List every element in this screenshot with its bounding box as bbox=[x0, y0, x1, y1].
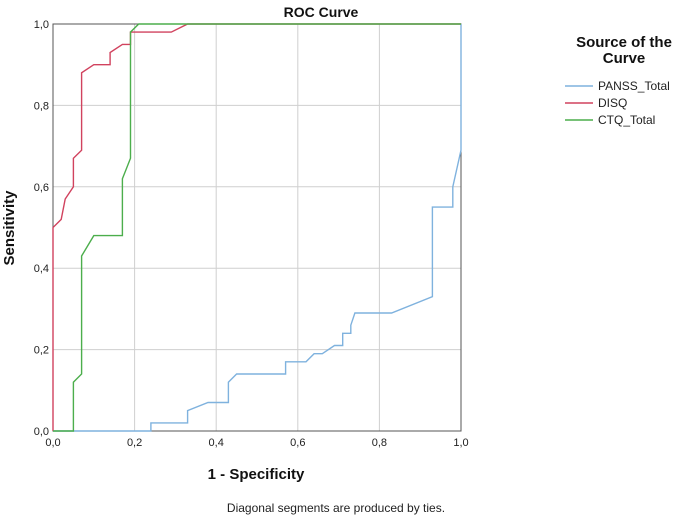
series-line-ctq-total bbox=[53, 23, 461, 432]
series-layer bbox=[52, 23, 462, 432]
legend-label-ctq-total: CTQ_Total bbox=[598, 113, 655, 127]
legend-label-panss-total: PANSS_Total bbox=[598, 79, 670, 93]
grid bbox=[52, 23, 462, 432]
x-tick-label: 0,0 bbox=[45, 437, 60, 449]
y-axis-title: Sensitivity bbox=[1, 190, 18, 266]
x-tick-labels: 0,0 0,2 0,4 0,6 0,8 1,0 bbox=[45, 437, 468, 449]
x-tick-label: 0,6 bbox=[290, 437, 305, 449]
legend: Source of the Curve PANSS_Total DISQ CTQ_T… bbox=[565, 34, 672, 127]
series-line-disq bbox=[52, 23, 461, 431]
series-line-panss-total bbox=[53, 24, 462, 432]
legend-title-line1: Source of the bbox=[576, 34, 672, 51]
y-tick-label: 0,0 bbox=[34, 426, 49, 438]
y-tick-label: 0,6 bbox=[34, 182, 49, 194]
x-tick-label: 0,2 bbox=[127, 437, 142, 449]
y-tick-label: 0,4 bbox=[34, 263, 49, 275]
y-tick-labels: 0,0 0,2 0,4 0,6 0,8 1,0 bbox=[34, 19, 49, 438]
x-tick-label: 0,8 bbox=[372, 437, 387, 449]
x-tick-label: 1,0 bbox=[453, 437, 468, 449]
y-tick-label: 0,2 bbox=[34, 345, 49, 357]
legend-entries: PANSS_Total DISQ CTQ_Total bbox=[565, 79, 670, 127]
y-tick-label: 1,0 bbox=[34, 19, 49, 31]
footnote: Diagonal segments are produced by ties. bbox=[227, 501, 445, 515]
x-axis-title: 1 - Specificity bbox=[208, 466, 305, 483]
y-tick-label: 0,8 bbox=[34, 100, 49, 112]
plot-frame bbox=[52, 23, 462, 432]
x-tick-label: 0,4 bbox=[209, 437, 224, 449]
chart-title: ROC Curve bbox=[284, 4, 359, 20]
legend-title-line2: Curve bbox=[603, 50, 646, 67]
legend-label-disq: DISQ bbox=[598, 96, 627, 110]
